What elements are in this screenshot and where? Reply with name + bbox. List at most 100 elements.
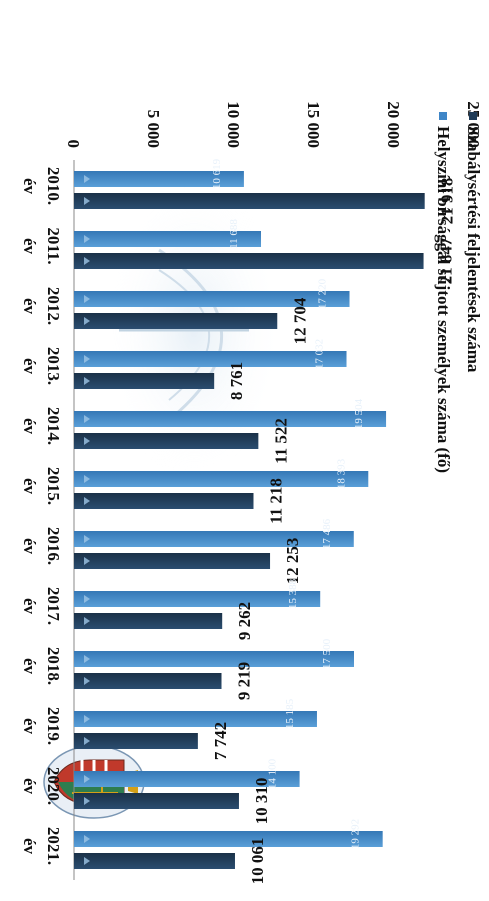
bar-series-2 [74, 231, 262, 247]
bar-series-1 [74, 853, 235, 869]
bar-series-2 [74, 351, 347, 367]
bar-series-1 [74, 493, 254, 509]
bar-base-marker [84, 535, 90, 543]
data-label-series-2: 15 388 [287, 578, 299, 609]
data-label-series-1: 11 218 [266, 478, 285, 524]
bar-series-2 [74, 171, 244, 187]
bar-base-marker [84, 355, 90, 363]
bar-base-marker [84, 437, 90, 445]
value-axis-tick-label: 0 [64, 140, 83, 149]
legend-label-series-1: Szabálysértési feljelentések száma [464, 126, 483, 373]
bar-base-marker [84, 595, 90, 603]
category-label-year: 2016. [44, 527, 63, 565]
bar-base-marker [84, 857, 90, 865]
legend-label-series-2: Helyszíni bírsággal sújtott személyek sz… [434, 126, 453, 473]
bar-base-marker [84, 317, 90, 325]
category-label-year: 2015. [44, 467, 63, 505]
data-label-series-1: 21 918 [438, 178, 457, 225]
bar-base-marker [84, 617, 90, 625]
bar-series-2 [74, 711, 317, 727]
data-label-series-2: 17 032 [314, 339, 326, 369]
category-label-year: 2021. [44, 827, 63, 865]
bar-base-marker [84, 677, 90, 685]
bar-base-marker [84, 655, 90, 663]
category-label-suffix: év [20, 538, 39, 555]
bar-base-marker [84, 715, 90, 723]
data-label-series-2: 15 185 [284, 698, 296, 729]
category-label-suffix: év [20, 418, 39, 435]
data-label-series-2: 17 220 [317, 278, 329, 309]
value-axis-tick-label: 20 000 [384, 101, 403, 148]
bar-series-1 [74, 553, 271, 569]
data-label-series-2: 11 688 [228, 219, 240, 249]
value-axis-tick-label: 25 000 [464, 101, 483, 148]
category-label-year: 2012. [44, 287, 63, 325]
value-axis-tick-label: 5 000 [144, 110, 163, 148]
bar-base-marker [84, 257, 90, 265]
value-axis-tick-label: 15 000 [304, 101, 323, 148]
bar-base-marker [84, 775, 90, 783]
category-label-suffix: év [20, 658, 39, 675]
bar-base-marker [84, 557, 90, 565]
bar-series-2 [74, 591, 321, 607]
bar-series-1 [73, 613, 223, 629]
category-label-year: 2014. [44, 407, 63, 445]
bar-base-marker [84, 737, 90, 745]
data-label-series-2: 10 619 [211, 158, 223, 189]
category-label-suffix: év [20, 778, 39, 795]
category-label-suffix: év [20, 478, 39, 495]
bar-series-2 [74, 651, 354, 667]
bar-series-1 [74, 313, 278, 329]
category-label-year: 2017. [44, 587, 63, 625]
category-label-year: 2018. [44, 647, 63, 685]
category-label-suffix: év [20, 178, 39, 195]
category-label-suffix: év [20, 718, 39, 735]
legend-swatch-series-1 [469, 112, 477, 120]
data-label-series-1: 7 742 [211, 722, 230, 760]
bar-base-marker [84, 497, 90, 505]
legend-swatch-series-2 [439, 112, 447, 120]
category-label-year: 2010. [44, 167, 63, 205]
bar-base-marker [84, 175, 90, 183]
value-axis-tick-label: 10 000 [224, 101, 243, 148]
data-label-series-2: 19 504 [353, 398, 365, 429]
data-label-series-2: 19 292 [350, 819, 362, 849]
bar-series-1 [74, 793, 239, 809]
category-label-suffix: év [20, 298, 39, 315]
data-label-series-2: 17 500 [321, 638, 333, 669]
category-label-suffix: év [20, 838, 39, 855]
data-label-series-1: 8 761 [227, 362, 246, 400]
data-label-series-1: 11 522 [271, 418, 290, 464]
bar-series-2 [74, 531, 354, 547]
bar-base-marker [84, 475, 90, 483]
data-label-series-1: 10 061 [248, 838, 267, 885]
bar-series-1 [74, 193, 425, 209]
bar-base-marker [84, 415, 90, 423]
bar-base-marker [84, 197, 90, 205]
category-label-year: 2013. [44, 347, 63, 385]
bar-series-1 [74, 433, 259, 449]
data-label-series-2: 17 486 [321, 518, 333, 549]
bar-base-marker [84, 235, 90, 243]
bar-series-2 [74, 411, 387, 427]
bar-series-2 [74, 471, 369, 487]
data-label-series-2: 14 100 [267, 758, 279, 789]
bar-series-2 [74, 291, 350, 307]
data-label-series-1: 10 310 [252, 778, 271, 825]
category-label-year: 2011. [44, 227, 63, 264]
bar-series-2 [74, 831, 383, 847]
bar-series-1 [74, 733, 198, 749]
bar-base-marker [84, 835, 90, 843]
category-label-suffix: év [20, 598, 39, 615]
category-label-suffix: év [20, 238, 39, 255]
bar-series-1 [74, 373, 215, 389]
bar-series-2 [74, 771, 300, 787]
category-label-year: 2020. [44, 767, 63, 805]
data-label-series-1: 9 262 [235, 602, 254, 640]
bar-series-1 [74, 253, 424, 269]
data-label-series-1: 12 704 [290, 297, 309, 344]
data-label-series-1: 21 847 [437, 237, 456, 284]
data-label-series-1: 12 253 [283, 538, 302, 585]
